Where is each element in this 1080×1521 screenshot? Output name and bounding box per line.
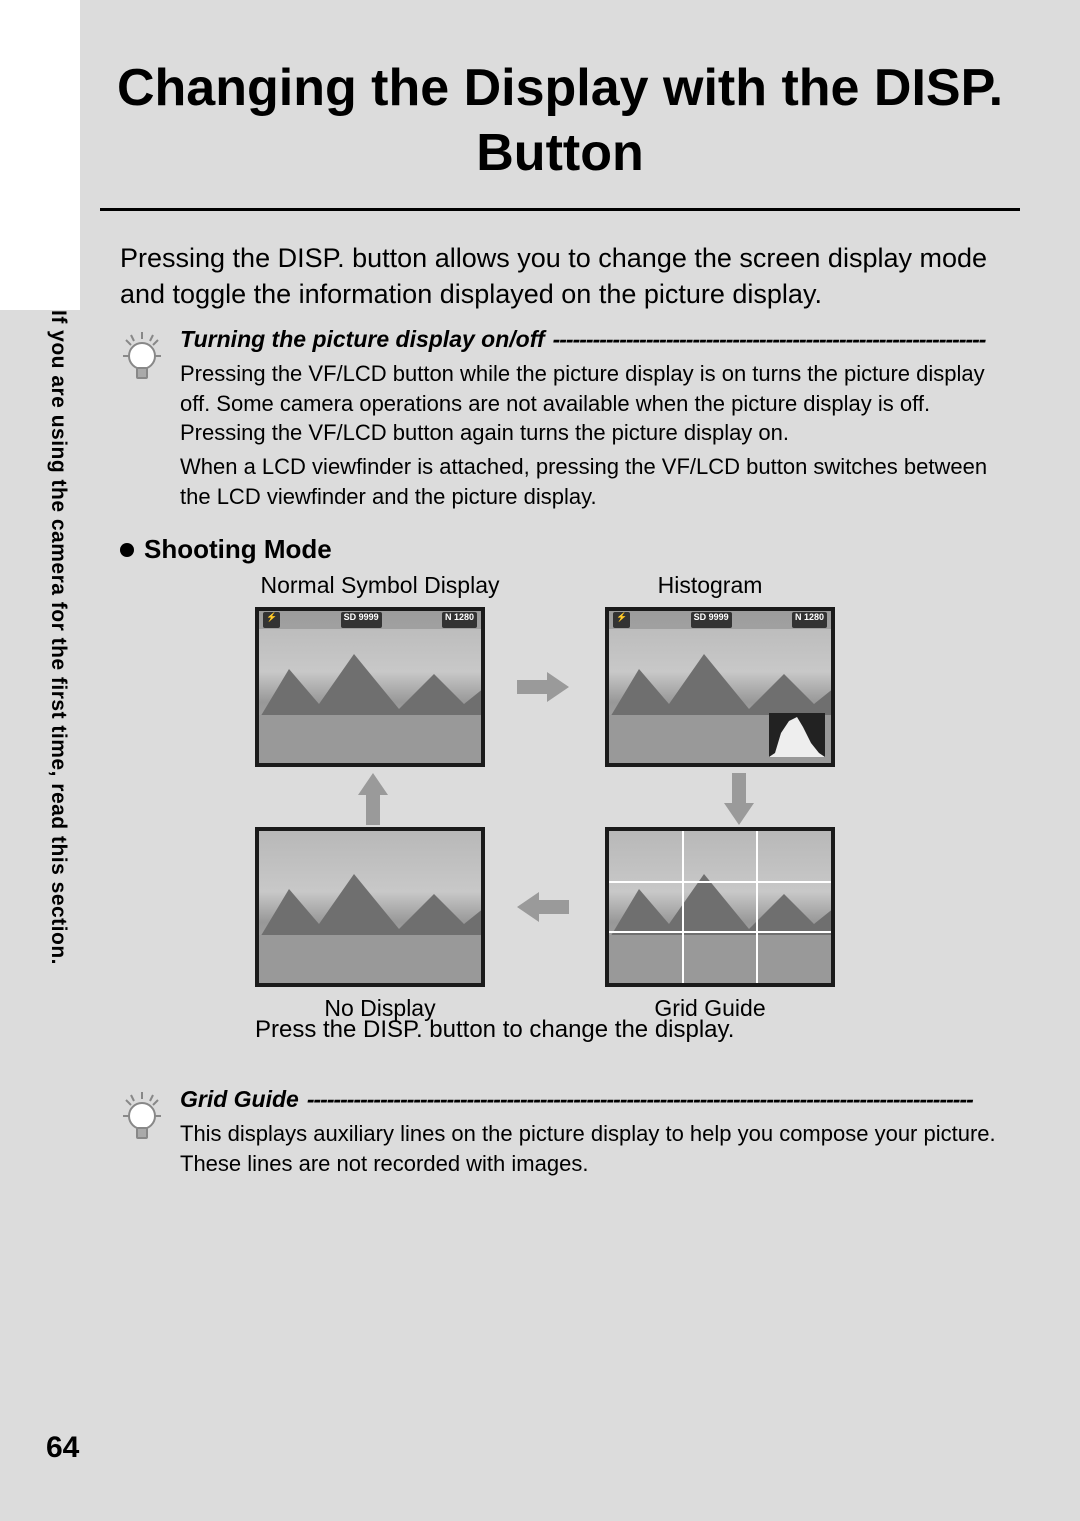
label-histogram: Histogram xyxy=(585,572,835,599)
lightbulb-icon xyxy=(120,1088,164,1150)
lightbulb-icon xyxy=(120,328,164,390)
section-shooting-mode: Shooting Mode xyxy=(120,534,332,565)
side-tab-white xyxy=(0,0,80,310)
page-number: 64 xyxy=(46,1431,79,1465)
tip-turning-display: Turning the picture display on/off -----… xyxy=(120,326,1020,515)
screen-nodisplay xyxy=(255,827,485,987)
screen-histogram: ⚡ SD 9999 N 1280 xyxy=(605,607,835,767)
display-cycle-diagram: Normal Symbol Display Histogram ⚡ SD 999… xyxy=(255,572,835,1022)
tip-dashes: ----------------------------------------… xyxy=(307,1086,1020,1113)
icon-flash: ⚡ xyxy=(613,612,630,628)
tip-title: Grid Guide xyxy=(180,1086,299,1113)
arrow-down-icon xyxy=(724,773,754,825)
section-head-text: Shooting Mode xyxy=(144,534,332,565)
screen-grid xyxy=(605,827,835,987)
label-normal: Normal Symbol Display xyxy=(255,572,505,599)
side-section-label: If you are using the camera for the firs… xyxy=(46,310,70,965)
icon-sd: SD 9999 xyxy=(691,612,732,628)
icon-size: N 1280 xyxy=(792,612,827,628)
intro-paragraph: Pressing the DISP. button allows you to … xyxy=(120,240,1020,313)
arrow-up-icon xyxy=(358,773,388,825)
screen-normal: ⚡ SD 9999 N 1280 xyxy=(255,607,485,767)
icon-sd: SD 9999 xyxy=(341,612,382,628)
arrow-left-icon xyxy=(517,892,569,922)
icon-flash: ⚡ xyxy=(263,612,280,628)
histogram-overlay xyxy=(769,713,825,757)
tip-dashes: ----------------------------------------… xyxy=(553,326,1020,353)
tip1-para2: When a LCD viewfinder is attached, press… xyxy=(180,452,1020,511)
instruction-text: Press the DISP. button to change the dis… xyxy=(255,1016,734,1044)
icon-size: N 1280 xyxy=(442,612,477,628)
page-title: Changing the Display with the DISP. Butt… xyxy=(100,56,1020,211)
arrow-right-icon xyxy=(517,672,569,702)
tip-title: Turning the picture display on/off xyxy=(180,326,545,353)
tip2-para1: This displays auxiliary lines on the pic… xyxy=(180,1119,1020,1178)
bullet-icon xyxy=(120,543,134,557)
tip-grid-guide: Grid Guide -----------------------------… xyxy=(120,1086,1020,1182)
tip1-para1: Pressing the VF/LCD button while the pic… xyxy=(180,359,1020,448)
